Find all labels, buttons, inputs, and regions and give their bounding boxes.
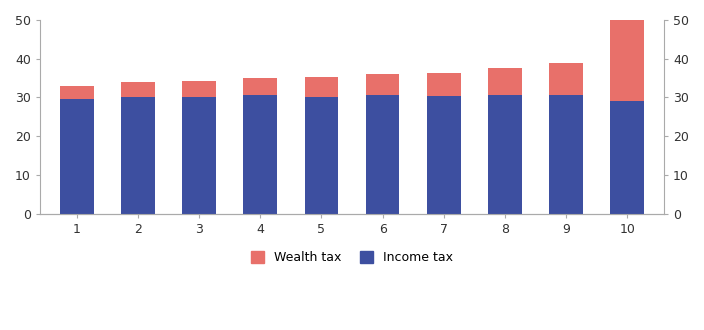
- Bar: [488, 95, 522, 214]
- Bar: [366, 95, 399, 214]
- Bar: [610, 20, 644, 101]
- Bar: [121, 82, 155, 97]
- Bar: [60, 99, 94, 214]
- Bar: [244, 78, 277, 95]
- Bar: [121, 97, 155, 214]
- Bar: [182, 81, 216, 97]
- Bar: [549, 95, 583, 214]
- Bar: [549, 63, 583, 95]
- Bar: [60, 86, 94, 99]
- Bar: [427, 73, 460, 96]
- Bar: [305, 97, 338, 214]
- Bar: [366, 74, 399, 95]
- Bar: [182, 97, 216, 214]
- Bar: [610, 101, 644, 214]
- Legend: Wealth tax, Income tax: Wealth tax, Income tax: [246, 246, 458, 269]
- Bar: [305, 77, 338, 97]
- Bar: [427, 96, 460, 214]
- Bar: [244, 95, 277, 214]
- Bar: [488, 68, 522, 95]
